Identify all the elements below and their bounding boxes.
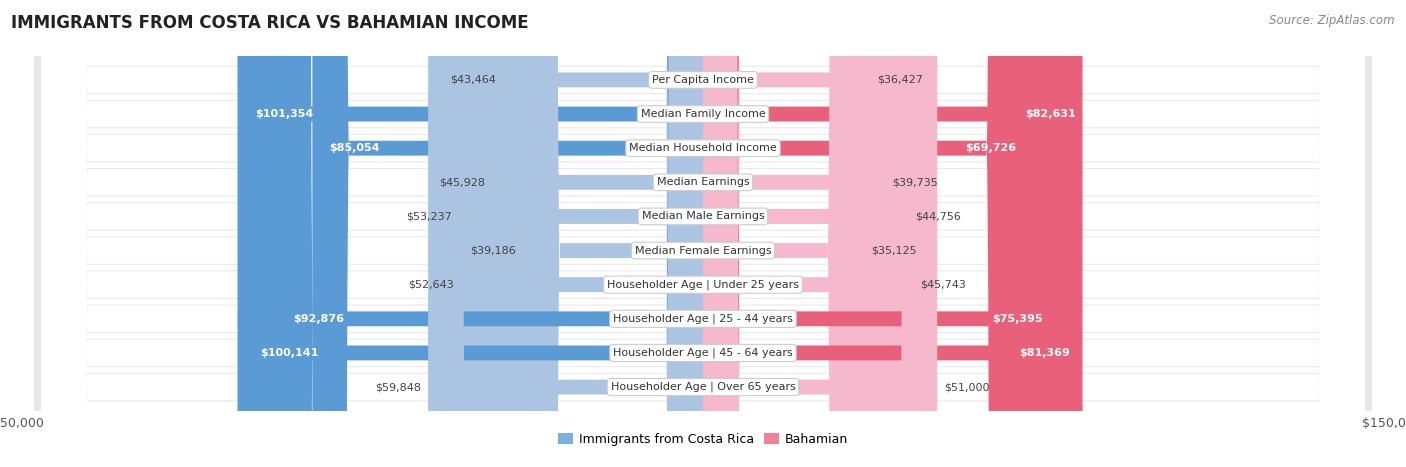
FancyBboxPatch shape: [312, 0, 703, 467]
Text: Householder Age | Over 65 years: Householder Age | Over 65 years: [610, 382, 796, 392]
FancyBboxPatch shape: [35, 0, 1371, 467]
FancyBboxPatch shape: [703, 0, 908, 467]
FancyBboxPatch shape: [42, 0, 1364, 467]
FancyBboxPatch shape: [35, 0, 1371, 467]
FancyBboxPatch shape: [35, 0, 1371, 467]
Text: $43,464: $43,464: [450, 75, 496, 85]
FancyBboxPatch shape: [503, 0, 703, 467]
FancyBboxPatch shape: [42, 0, 1364, 467]
FancyBboxPatch shape: [42, 0, 1364, 467]
Text: $85,054: $85,054: [329, 143, 380, 153]
FancyBboxPatch shape: [703, 0, 886, 467]
Text: $53,237: $53,237: [406, 212, 451, 221]
FancyBboxPatch shape: [42, 0, 1364, 467]
Text: $51,000: $51,000: [945, 382, 990, 392]
Text: Median Earnings: Median Earnings: [657, 177, 749, 187]
FancyBboxPatch shape: [703, 0, 1077, 467]
Text: $92,876: $92,876: [294, 314, 344, 324]
FancyBboxPatch shape: [35, 0, 1371, 467]
FancyBboxPatch shape: [238, 0, 703, 467]
Text: $36,427: $36,427: [877, 75, 924, 85]
FancyBboxPatch shape: [42, 0, 1364, 467]
Text: Median Female Earnings: Median Female Earnings: [634, 246, 772, 255]
FancyBboxPatch shape: [703, 0, 938, 467]
Legend: Immigrants from Costa Rica, Bahamian: Immigrants from Costa Rica, Bahamian: [553, 428, 853, 451]
Text: Householder Age | 45 - 64 years: Householder Age | 45 - 64 years: [613, 348, 793, 358]
FancyBboxPatch shape: [427, 0, 703, 467]
FancyBboxPatch shape: [42, 0, 1364, 467]
FancyBboxPatch shape: [42, 0, 1364, 467]
FancyBboxPatch shape: [461, 0, 703, 467]
Text: Source: ZipAtlas.com: Source: ZipAtlas.com: [1270, 14, 1395, 27]
Text: Median Household Income: Median Household Income: [628, 143, 778, 153]
Text: $81,369: $81,369: [1019, 348, 1070, 358]
Text: $44,756: $44,756: [915, 212, 962, 221]
FancyBboxPatch shape: [492, 0, 703, 467]
FancyBboxPatch shape: [523, 0, 703, 467]
Text: $35,125: $35,125: [872, 246, 917, 255]
FancyBboxPatch shape: [35, 0, 1371, 467]
Text: $101,354: $101,354: [254, 109, 314, 119]
Text: $59,848: $59,848: [375, 382, 422, 392]
FancyBboxPatch shape: [703, 0, 1024, 467]
FancyBboxPatch shape: [703, 0, 1083, 467]
FancyBboxPatch shape: [35, 0, 1371, 467]
Text: $39,735: $39,735: [893, 177, 938, 187]
Text: Per Capita Income: Per Capita Income: [652, 75, 754, 85]
FancyBboxPatch shape: [35, 0, 1371, 467]
Text: $75,395: $75,395: [991, 314, 1042, 324]
FancyBboxPatch shape: [42, 0, 1364, 467]
Text: $45,928: $45,928: [439, 177, 485, 187]
Text: Householder Age | Under 25 years: Householder Age | Under 25 years: [607, 279, 799, 290]
FancyBboxPatch shape: [703, 0, 1049, 467]
FancyBboxPatch shape: [42, 0, 1364, 467]
Text: IMMIGRANTS FROM COSTA RICA VS BAHAMIAN INCOME: IMMIGRANTS FROM COSTA RICA VS BAHAMIAN I…: [11, 14, 529, 32]
Text: $39,186: $39,186: [471, 246, 516, 255]
Text: Median Family Income: Median Family Income: [641, 109, 765, 119]
Text: Median Male Earnings: Median Male Earnings: [641, 212, 765, 221]
Text: $45,743: $45,743: [920, 280, 966, 290]
FancyBboxPatch shape: [35, 0, 1371, 467]
Text: $100,141: $100,141: [260, 348, 319, 358]
FancyBboxPatch shape: [458, 0, 703, 467]
Text: Householder Age | 25 - 44 years: Householder Age | 25 - 44 years: [613, 313, 793, 324]
Text: $52,643: $52,643: [409, 280, 454, 290]
FancyBboxPatch shape: [703, 0, 865, 467]
FancyBboxPatch shape: [35, 0, 1371, 467]
FancyBboxPatch shape: [703, 0, 912, 467]
Text: $69,726: $69,726: [966, 143, 1017, 153]
FancyBboxPatch shape: [703, 0, 870, 467]
FancyBboxPatch shape: [35, 0, 1371, 467]
FancyBboxPatch shape: [277, 0, 703, 467]
FancyBboxPatch shape: [243, 0, 703, 467]
FancyBboxPatch shape: [42, 0, 1364, 467]
Text: $82,631: $82,631: [1025, 109, 1076, 119]
